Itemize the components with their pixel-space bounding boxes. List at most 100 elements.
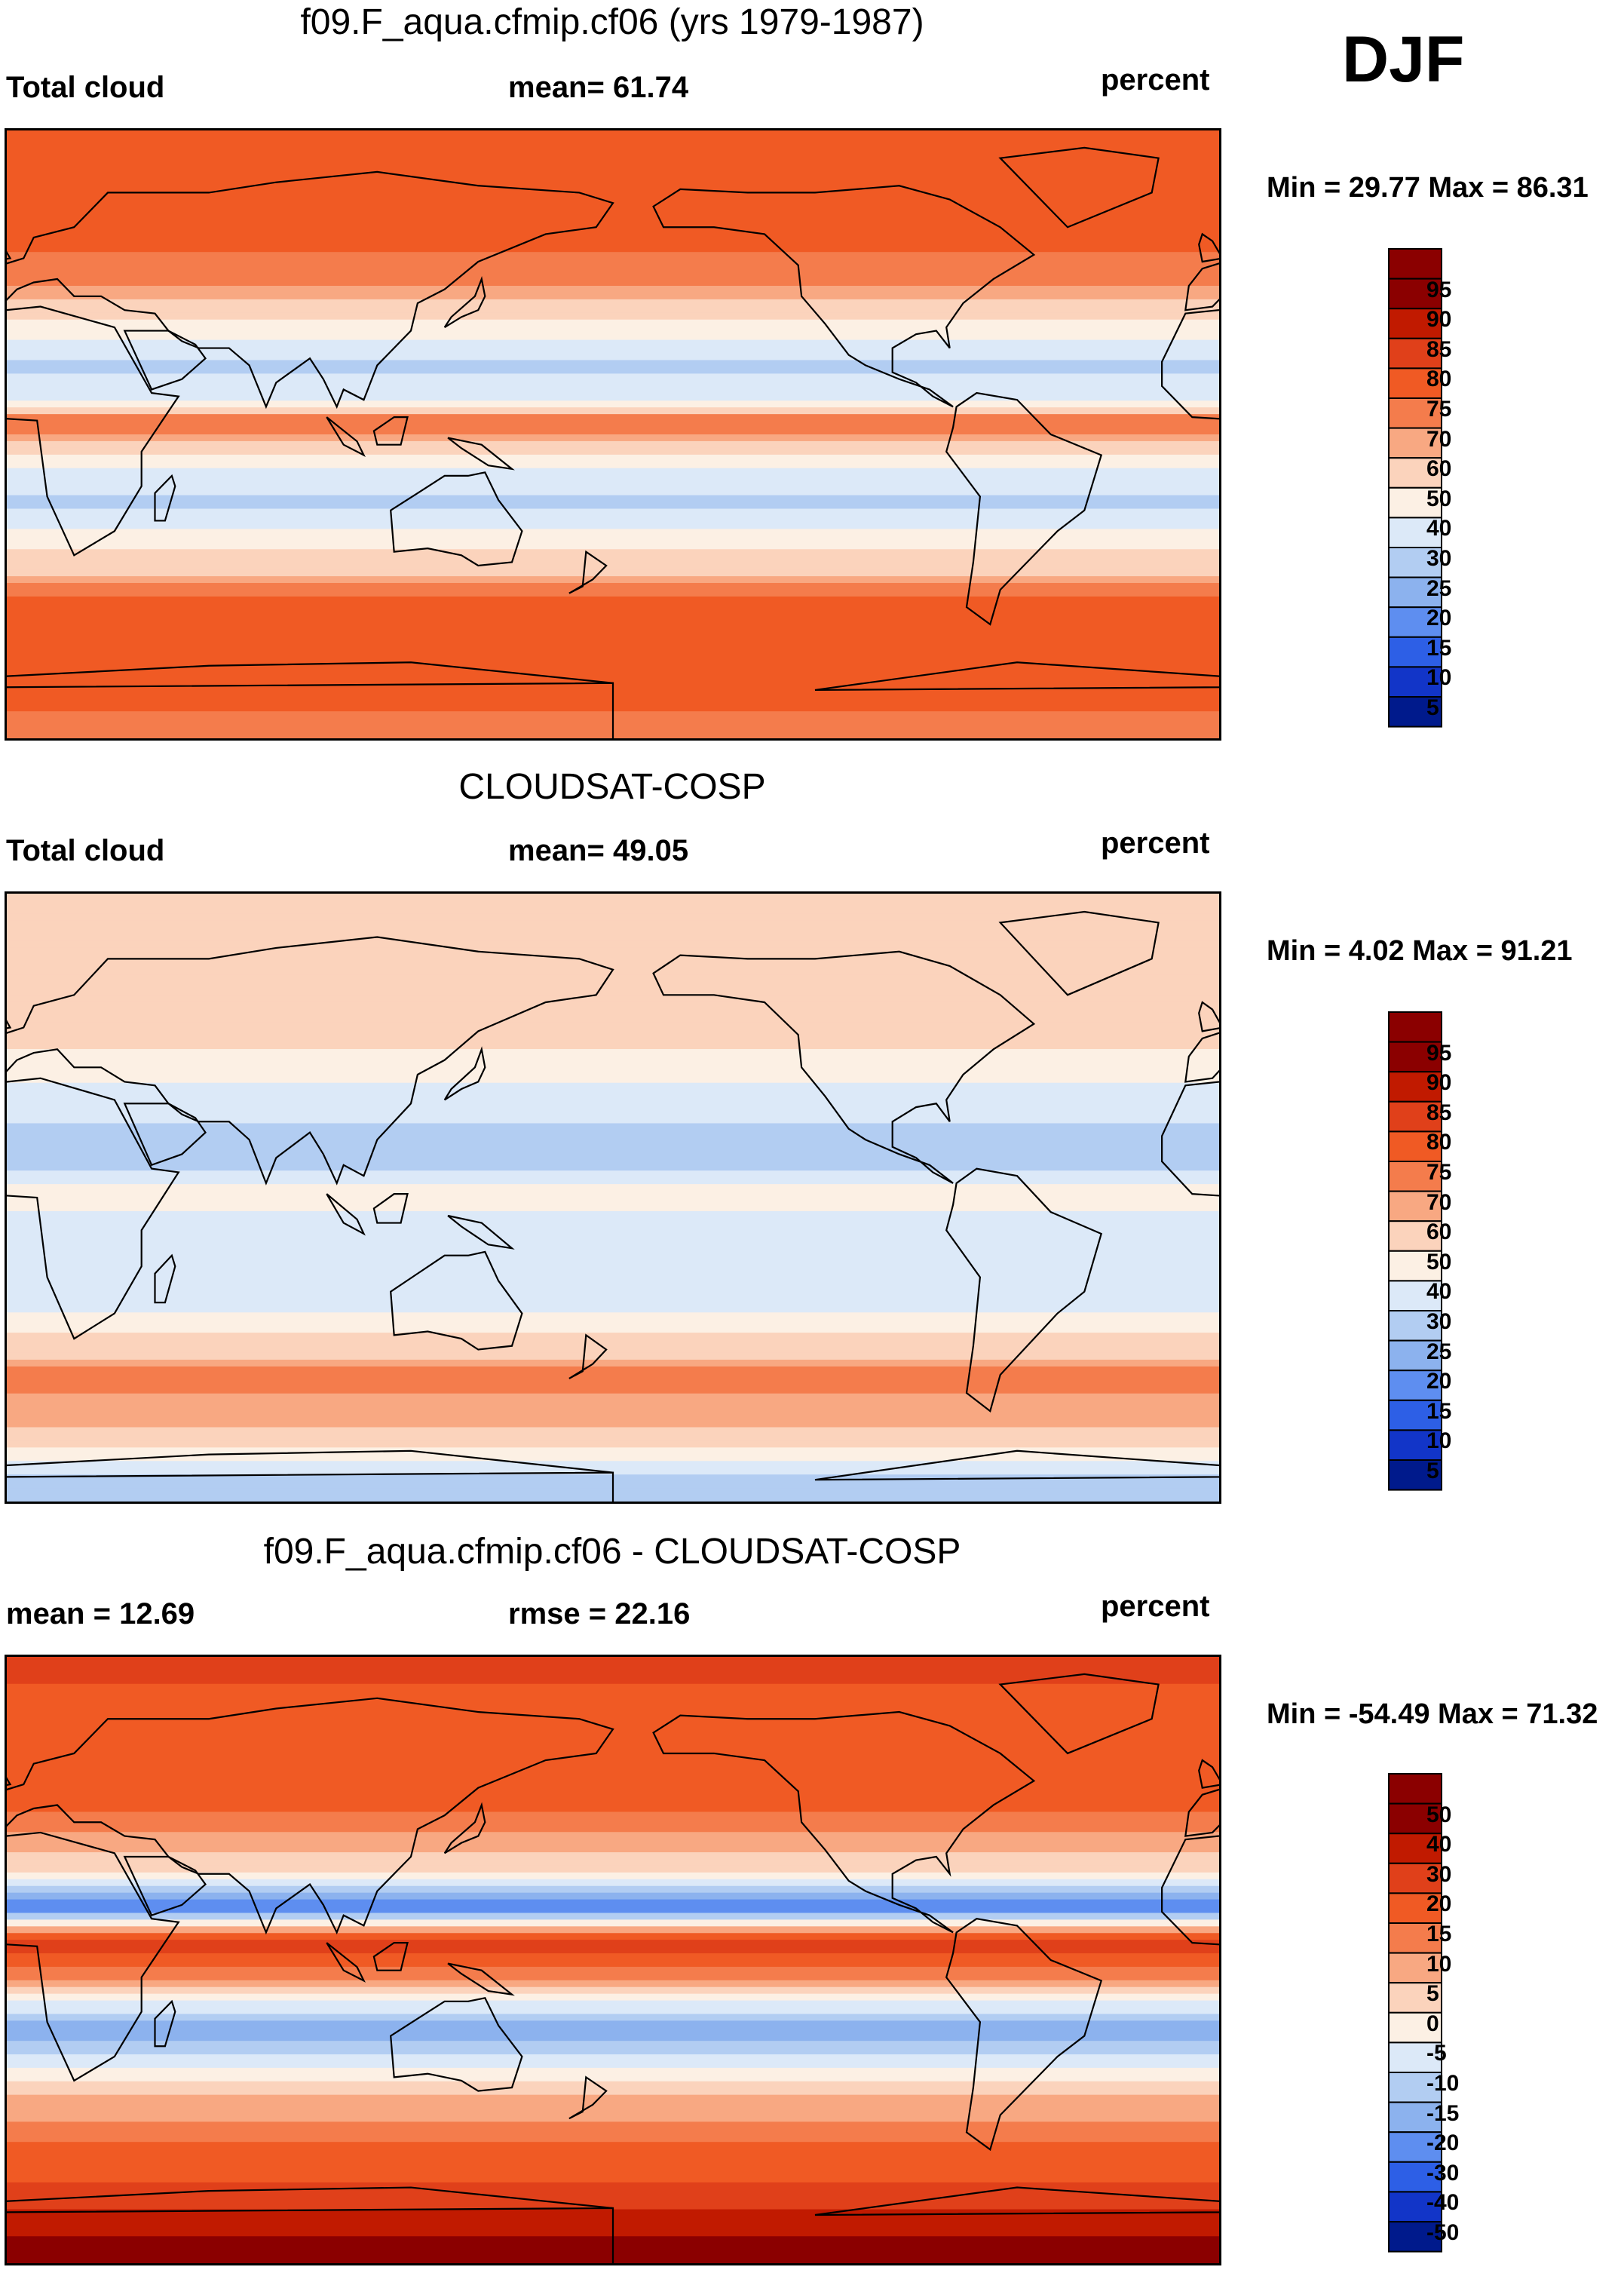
- zonal-band: [7, 360, 1219, 368]
- zonal-band: [7, 259, 1219, 266]
- zonal-band: [7, 1184, 1219, 1192]
- colorbar-box: [1388, 517, 1442, 548]
- zonal-band: [7, 137, 1219, 145]
- zonal-band: [7, 920, 1219, 928]
- continent-antarctica: [814, 1449, 1219, 1481]
- zonal-band: [7, 1973, 1219, 1981]
- zonal-band: [7, 1217, 1219, 1225]
- colorbar-box: [1388, 1802, 1442, 1835]
- continent-sumatra: [326, 1942, 366, 1983]
- map-svg: [7, 130, 1219, 738]
- panel3-colorbar: [1387, 1772, 1443, 2253]
- continent-sumatra: [326, 416, 366, 458]
- zonal-band: [7, 995, 1219, 1003]
- continent-greenland: [998, 910, 1160, 996]
- colorbar-box: [1388, 337, 1442, 370]
- colorbar-box: [1388, 397, 1442, 429]
- zonal-band: [7, 177, 1219, 186]
- continent-africa: [1161, 309, 1219, 420]
- colorbar-box: [1388, 1370, 1442, 1401]
- zonal-band: [7, 1048, 1219, 1057]
- colorbar-box: [1388, 1190, 1442, 1222]
- zonal-band: [7, 677, 1219, 686]
- zonal-band: [7, 1980, 1219, 1988]
- zonal-band: [7, 2020, 1219, 2029]
- colorbar-tick-label: -15: [1426, 2100, 1460, 2126]
- zonal-band: [7, 1150, 1219, 1158]
- colorbar-box: [1388, 2011, 1442, 2044]
- zonal-band: [7, 2162, 1219, 2170]
- zonal-band: [7, 542, 1219, 551]
- zonal-band: [7, 1832, 1219, 1840]
- panel3-mean: mean = 12.69: [6, 1597, 195, 1630]
- zonal-band: [7, 1724, 1219, 1732]
- zonal-band: [7, 447, 1219, 456]
- continent-japan: [443, 1046, 486, 1101]
- zonal-band: [7, 2048, 1219, 2055]
- zonal-band: [7, 495, 1219, 503]
- zonal-band: [7, 164, 1219, 172]
- zonal-band: [7, 1468, 1219, 1475]
- continent-new-guinea: [447, 437, 515, 471]
- zonal-band: [7, 2121, 1219, 2130]
- continent-greenland: [998, 146, 1160, 229]
- zonal-band: [7, 2034, 1219, 2042]
- colorbar-box: [1388, 1220, 1442, 1252]
- zonal-band: [7, 130, 1219, 138]
- zonal-band: [7, 576, 1219, 584]
- zonal-band: [7, 1852, 1219, 1860]
- zonal-band: [7, 1697, 1219, 1705]
- continent-madagascar: [154, 1999, 176, 2048]
- zonal-band: [7, 333, 1219, 341]
- colorbar-tick-label: 15: [1426, 1922, 1452, 1946]
- zonal-band: [7, 1305, 1219, 1314]
- zonal-band: [7, 2014, 1219, 2022]
- colorbar-box: [1388, 247, 1442, 280]
- panel2-units: percent: [1101, 827, 1210, 860]
- zonal-band: [7, 346, 1219, 354]
- zonal-band: [7, 1103, 1219, 1111]
- zonal-band: [7, 1865, 1219, 1873]
- continent-arabia: [123, 330, 207, 391]
- zonal-band: [7, 515, 1219, 523]
- zonal-band: [7, 1198, 1219, 1205]
- zonal-band: [7, 2081, 1219, 2089]
- zonal-band: [7, 1326, 1219, 1333]
- zonal-band: [7, 2007, 1219, 2015]
- continent-africa: [1161, 1835, 1219, 1946]
- zonal-band: [7, 1825, 1219, 1833]
- zonal-band: [7, 1993, 1219, 2002]
- zonal-band: [7, 1137, 1219, 1145]
- continent-north-america: [652, 1710, 1036, 1934]
- zonal-band: [7, 1872, 1219, 1880]
- zonal-band: [7, 1116, 1219, 1124]
- colorbar-box: [1388, 636, 1442, 668]
- colorbar-tick-label: 30: [1426, 546, 1452, 571]
- continent-madagascar: [154, 1253, 176, 1304]
- colorbar-box: [1388, 2191, 1442, 2222]
- continent-antarctica: [7, 2186, 614, 2263]
- zonal-band: [7, 1758, 1219, 1765]
- colorbar-tick-label: 25: [1426, 575, 1452, 601]
- zonal-band: [7, 1035, 1219, 1043]
- colorbar-box: [1388, 1952, 1442, 1984]
- continent-africa: [7, 1831, 180, 2082]
- zonal-band: [7, 440, 1219, 449]
- colorbar-tick-label: 20: [1426, 1891, 1452, 1917]
- zonal-band: [7, 428, 1219, 435]
- colorbar-box: [1388, 1429, 1442, 1461]
- colorbar-tick-label: 10: [1426, 1951, 1452, 1977]
- zonal-band: [7, 225, 1219, 233]
- zonal-band: [7, 1744, 1219, 1752]
- zonal-band: [7, 1130, 1219, 1138]
- panel3-map: [5, 1655, 1221, 2265]
- zonal-band: [7, 1299, 1219, 1307]
- zonal-band: [7, 1082, 1219, 1091]
- zonal-band: [7, 1913, 1219, 1921]
- zonal-band: [7, 1778, 1219, 1786]
- colorbar-tick-label: -10: [1426, 2071, 1460, 2096]
- colorbar-tick-label: 70: [1426, 1189, 1452, 1215]
- zonal-band: [7, 2189, 1219, 2197]
- zonal-band: [7, 650, 1219, 658]
- colorbar-box: [1388, 308, 1442, 339]
